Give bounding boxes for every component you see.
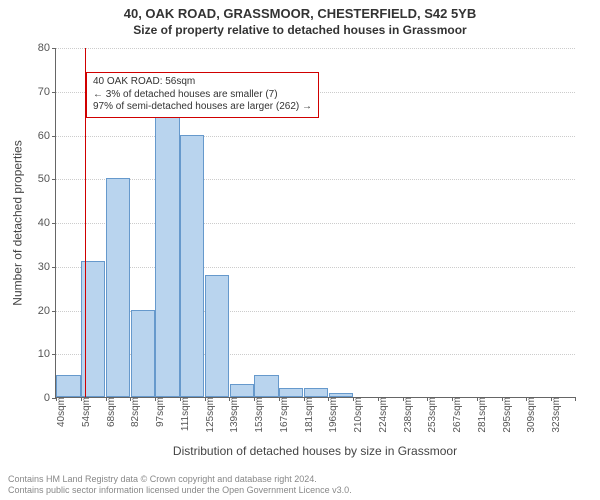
bar xyxy=(230,384,254,397)
x-tick-label: 153sqm xyxy=(251,397,265,433)
x-tick-label: 267sqm xyxy=(449,397,463,433)
y-axis-label: Number of detached properties xyxy=(10,48,26,398)
callout-line: 40 OAK ROAD: 56sqm xyxy=(93,76,312,89)
callout-line: ← 3% of detached houses are smaller (7) xyxy=(93,89,312,102)
bar xyxy=(304,388,328,397)
x-tick-label: 181sqm xyxy=(301,397,315,433)
x-tick-label: 238sqm xyxy=(400,397,414,433)
y-tick-label: 70 xyxy=(38,86,56,98)
y-tick-label: 50 xyxy=(38,173,56,185)
y-tick-label: 10 xyxy=(38,348,56,360)
x-tick xyxy=(575,397,576,401)
grid-line xyxy=(56,179,575,180)
grid-line xyxy=(56,223,575,224)
y-tick-label: 40 xyxy=(38,217,56,229)
figure: 40, OAK ROAD, GRASSMOOR, CHESTERFIELD, S… xyxy=(0,0,600,500)
chart-area: 0102030405060708040sqm54sqm68sqm82sqm97s… xyxy=(55,48,575,398)
page-title: 40, OAK ROAD, GRASSMOOR, CHESTERFIELD, S… xyxy=(0,0,600,21)
footer: Contains HM Land Registry data © Crown c… xyxy=(8,474,352,496)
y-tick-label: 20 xyxy=(38,305,56,317)
x-tick-label: 196sqm xyxy=(325,397,339,433)
y-tick-label: 80 xyxy=(38,42,56,54)
bar xyxy=(254,375,278,397)
callout-line: 97% of semi-detached houses are larger (… xyxy=(93,101,312,114)
grid-line xyxy=(56,48,575,49)
x-tick-label: 210sqm xyxy=(350,397,364,433)
page-subtitle: Size of property relative to detached ho… xyxy=(0,21,600,37)
x-tick-label: 167sqm xyxy=(276,397,290,433)
x-tick-label: 68sqm xyxy=(103,397,117,427)
grid-line xyxy=(56,136,575,137)
y-tick-label: 60 xyxy=(38,130,56,142)
x-tick-label: 82sqm xyxy=(127,397,141,427)
footer-line: Contains public sector information licen… xyxy=(8,485,352,496)
footer-line: Contains HM Land Registry data © Crown c… xyxy=(8,474,352,485)
x-tick-label: 125sqm xyxy=(202,397,216,433)
x-tick-label: 309sqm xyxy=(523,397,537,433)
x-tick-label: 295sqm xyxy=(499,397,513,433)
x-tick-label: 281sqm xyxy=(474,397,488,433)
x-tick-label: 40sqm xyxy=(53,397,67,427)
bar xyxy=(131,310,155,398)
bar xyxy=(155,113,179,397)
x-tick-label: 323sqm xyxy=(548,397,562,433)
x-tick-label: 224sqm xyxy=(375,397,389,433)
bar xyxy=(279,388,303,397)
callout: 40 OAK ROAD: 56sqm← 3% of detached house… xyxy=(86,72,319,118)
x-tick-label: 253sqm xyxy=(424,397,438,433)
grid-line xyxy=(56,267,575,268)
bar xyxy=(180,135,204,398)
x-tick-label: 54sqm xyxy=(78,397,92,427)
x-tick-label: 97sqm xyxy=(152,397,166,427)
bar xyxy=(56,375,80,397)
bar xyxy=(106,178,130,397)
x-tick-label: 139sqm xyxy=(226,397,240,433)
y-tick-label: 30 xyxy=(38,261,56,273)
x-axis-label: Distribution of detached houses by size … xyxy=(55,444,575,458)
bar xyxy=(205,275,229,398)
plot: 0102030405060708040sqm54sqm68sqm82sqm97s… xyxy=(55,48,575,398)
x-tick-label: 111sqm xyxy=(177,397,191,431)
